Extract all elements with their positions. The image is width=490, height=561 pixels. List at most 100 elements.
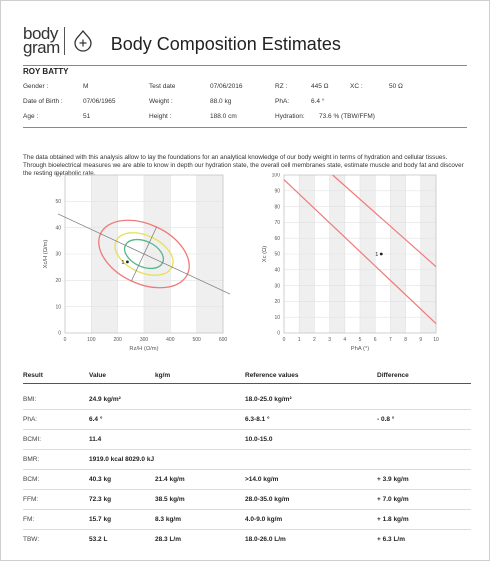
row-divider	[23, 529, 471, 530]
row-divider	[23, 509, 471, 510]
results-header: Result Value kg/m Reference values Diffe…	[23, 372, 471, 382]
x-tick-label: 9	[419, 337, 422, 343]
result-value: 11.4	[89, 436, 102, 443]
result-label: BCM:	[23, 476, 40, 483]
measurement-point-label: 1	[121, 260, 124, 266]
y-axis-label: Xc/H (Ω/m)	[43, 240, 49, 269]
x-tick-label: 500	[192, 337, 201, 343]
x-tick-label: 7	[389, 337, 392, 343]
header-divider	[23, 65, 467, 66]
gender-label: Gender :	[23, 83, 49, 90]
reference-line-1	[283, 179, 437, 324]
height-label: Height :	[149, 113, 172, 120]
xc-value: 50 Ω	[389, 83, 403, 90]
hydration-value: 73.6 % (TBW/FFM)	[319, 113, 375, 120]
y-tick-label: 10	[274, 315, 280, 321]
result-kgm: 28.3 L/m	[155, 536, 182, 543]
report-header: body gram Body Composition Estimates	[23, 21, 341, 61]
logo-line-1: body	[23, 24, 58, 43]
test-date-value: 07/06/2016	[210, 83, 243, 90]
y-tick-label: 50	[274, 252, 280, 258]
result-difference: + 1.8 kg/m	[377, 516, 409, 523]
results-header-divider	[23, 383, 471, 384]
result-reference: 28.0-35.0 kg/m	[245, 496, 290, 503]
x-tick-label: 5	[359, 337, 362, 343]
result-value: 15.7 kg	[89, 516, 112, 523]
result-row: BCMI: 11.4 10.0-15.0	[23, 436, 471, 446]
result-label: FM:	[23, 516, 35, 523]
result-row: BMI: 24.9 kg/m² 18.0-25.0 kg/m²	[23, 396, 471, 406]
rz-label: RZ :	[275, 83, 288, 90]
result-reference: 18.0-25.0 kg/m²	[245, 396, 292, 403]
result-label: PhA:	[23, 416, 38, 423]
ellipse-minor-axis	[57, 213, 231, 295]
age-label: Age :	[23, 113, 39, 120]
x-tick-label: 600	[219, 337, 228, 343]
row-divider	[23, 409, 471, 410]
plus-drop-icon	[74, 29, 92, 52]
logo-text: body gram	[23, 24, 60, 56]
result-label: BMR:	[23, 456, 40, 463]
xc-label: XC :	[350, 83, 363, 90]
plot-frame	[283, 174, 437, 334]
y-tick-label: 40	[55, 225, 61, 231]
gender-value: M	[83, 83, 89, 90]
x-tick-label: 300	[140, 337, 149, 343]
y-tick-label: 50	[55, 199, 61, 205]
result-kgm: 21.4 kg/m	[155, 476, 185, 483]
result-reference: 18.0-26.0 L/m	[245, 536, 286, 543]
x-tick-label: 100	[87, 337, 96, 343]
age-value: 51	[83, 113, 91, 120]
result-reference: 10.0-15.0	[245, 436, 273, 443]
measurement-point	[379, 252, 383, 256]
pha-value: 6.4 °	[311, 98, 325, 105]
result-label: BMI:	[23, 396, 37, 403]
result-value: 1919.0 kcal 8029.0 kJ	[89, 456, 155, 463]
x-tick-label: 0	[283, 337, 286, 343]
bodygram-logo: body gram	[23, 24, 95, 56]
result-kgm: 8.3 kg/m	[155, 516, 182, 523]
y-tick-label: 20	[55, 278, 61, 284]
height-value: 188.0 cm	[210, 113, 237, 120]
x-tick-label: 4	[343, 337, 346, 343]
measurement-point-label: 1	[375, 252, 378, 258]
y-tick-label: 70	[274, 220, 280, 226]
result-value: 53.2 L	[89, 536, 108, 543]
result-label: FFM:	[23, 496, 39, 503]
y-tick-label: 80	[274, 204, 280, 210]
y-tick-label: 10	[55, 304, 61, 310]
x-tick-label: 3	[328, 337, 331, 343]
row-divider	[23, 489, 471, 490]
results-col-result: Result	[23, 372, 43, 379]
y-tick-label: 60	[55, 173, 61, 179]
plot-frame	[64, 174, 224, 334]
result-value: 24.9 kg/m²	[89, 396, 121, 403]
dob-value: 07/06/1965	[83, 98, 116, 105]
result-label: BCMI:	[23, 436, 42, 443]
result-difference: + 7.0 kg/m	[377, 496, 409, 503]
result-reference: 6.3-8.1 °	[245, 416, 270, 423]
y-tick-label: 100	[272, 173, 281, 179]
measurement-point	[126, 260, 129, 264]
x-tick-label: 10	[433, 337, 439, 343]
reference-line-2	[332, 174, 437, 268]
x-tick-label: 200	[113, 337, 122, 343]
y-tick-label: 30	[274, 283, 280, 289]
x-tick-label: 8	[404, 337, 407, 343]
result-row: FFM: 72.3 kg 38.5 kg/m 28.0-35.0 kg/m + 7.0 …	[23, 496, 471, 506]
row-divider	[23, 429, 471, 430]
result-row: TBW: 53.2 L 28.3 L/m 18.0-26.0 L/m + 6.3 L/m	[23, 536, 471, 546]
y-tick-label: 90	[274, 189, 280, 195]
x-tick-label: 2	[313, 337, 316, 343]
page-title: Body Composition Estimates	[110, 33, 341, 54]
pha-label: PhA:	[275, 98, 290, 105]
weight-label: Weight :	[149, 98, 173, 105]
y-axis-label: Xc (Ω)	[262, 246, 268, 263]
y-tick-label: 60	[274, 236, 280, 242]
x-tick-label: 400	[166, 337, 175, 343]
x-tick-label: 6	[374, 337, 377, 343]
result-row: BMR: 1919.0 kcal 8029.0 kJ	[23, 456, 471, 466]
hydration-label: Hydration:	[275, 113, 305, 120]
x-tick-label: 0	[64, 337, 67, 343]
